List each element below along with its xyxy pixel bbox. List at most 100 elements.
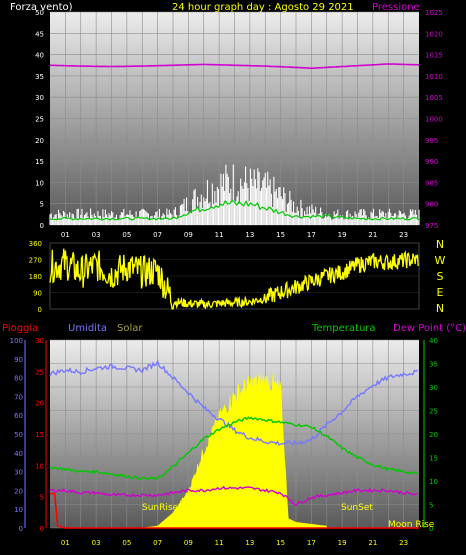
x-tick-label: 01	[61, 231, 70, 239]
data-marks	[49, 63, 420, 529]
temperature-tick-label: 20	[429, 431, 438, 439]
x-tick-label: 09	[184, 231, 193, 239]
direction-tick-label: 360	[29, 240, 42, 248]
pressure-tick-label: 975	[425, 222, 438, 230]
pressure-tick-label: 1015	[425, 52, 443, 60]
pressure-tick-label: 985	[425, 179, 438, 187]
humidity-tick-label: 40	[14, 450, 23, 458]
x-tick-label: 21	[368, 539, 377, 547]
wind-tick-label: 30	[35, 94, 44, 102]
humidity-tick-label: 60	[14, 412, 23, 420]
temperature-tick-label: 5	[429, 502, 433, 510]
wind-tick-label: 20	[35, 137, 44, 145]
pressure-tick-label: 1000	[425, 116, 443, 124]
x-tick-label: 05	[122, 539, 131, 547]
sunset-annotation: SunSet	[341, 503, 373, 513]
temperature-axis-title: Temperatura	[311, 323, 376, 334]
x-tick-label: 13	[245, 539, 254, 547]
compass-label: N	[436, 302, 444, 315]
temperature-tick-label: 10	[429, 478, 438, 486]
x-tick-label: 21	[368, 231, 377, 239]
axis-labels: 0510152025303540455097598098599099510001…	[10, 9, 446, 547]
direction-tick-label: 90	[33, 290, 42, 298]
x-tick-label: 17	[307, 231, 316, 239]
direction-tick-label: 180	[29, 273, 42, 281]
direction-tick-label: 270	[29, 257, 42, 265]
humidity-line	[49, 359, 418, 447]
rain-line	[50, 492, 419, 529]
direction-tick-label: 0	[38, 306, 42, 314]
temperature-tick-label: 25	[429, 408, 438, 416]
humidity-tick-label: 10	[14, 506, 23, 514]
x-tick-label: 03	[92, 539, 101, 547]
wind-tick-label: 45	[35, 30, 44, 38]
temperature-tick-label: 15	[429, 455, 438, 463]
compass-label: S	[437, 270, 444, 283]
rain-tick-label: 20	[35, 400, 44, 408]
pressure-tick-label: 1025	[425, 9, 443, 17]
x-tick-label: 13	[245, 231, 254, 239]
rain-axis-title: Pioggia	[2, 323, 38, 334]
pressure-line	[50, 63, 420, 70]
rain-tick-label: 15	[35, 431, 44, 439]
humidity-tick-label: 20	[14, 487, 23, 495]
dewpoint-line	[50, 485, 418, 507]
wind-direction-line	[49, 248, 419, 310]
pressure-tick-label: 980	[425, 201, 438, 209]
rain-tick-label: 30	[35, 337, 44, 345]
x-tick-label: 07	[153, 539, 162, 547]
rain-tick-label: 10	[35, 462, 44, 470]
humidity-tick-label: 90	[14, 356, 23, 364]
temperature-line	[49, 416, 418, 481]
temperature-tick-label: 35	[429, 361, 438, 369]
temperature-tick-label: 40	[429, 337, 438, 345]
humidity-tick-label: 80	[14, 375, 23, 383]
x-tick-label: 11	[215, 539, 224, 547]
rain-tick-label: 5	[40, 494, 44, 502]
rain-tick-label: 25	[35, 368, 44, 376]
x-tick-label: 19	[338, 539, 347, 547]
sunrise-annotation: SunRise	[142, 503, 179, 513]
humidity-tick-label: 0	[19, 525, 23, 533]
wind-axis-title: Forza vento)	[10, 2, 73, 13]
wind-tick-label: 5	[40, 201, 44, 209]
pressure-tick-label: 995	[425, 137, 438, 145]
temperature-tick-label: 0	[429, 525, 433, 533]
pressure-tick-label: 1005	[425, 94, 443, 102]
pressure-tick-label: 990	[425, 158, 438, 166]
humidity-axis-title: Umidita	[68, 323, 107, 334]
temperature-tick-label: 30	[429, 384, 438, 392]
x-tick-label: 03	[92, 231, 101, 239]
x-tick-label: 23	[399, 231, 408, 239]
humidity-tick-label: 70	[14, 393, 23, 401]
pressure-axis-title: Pressione	[372, 2, 420, 13]
x-tick-label: 23	[399, 539, 408, 547]
rain-tick-label: 0	[40, 525, 44, 533]
chart-title: 24 hour graph day : Agosto 29 2021	[172, 2, 354, 13]
compass-label: N	[436, 238, 444, 251]
x-tick-label: 05	[122, 231, 131, 239]
humidity-tick-label: 100	[10, 337, 23, 345]
dewpoint-axis-title: Dew Point (°C)	[393, 323, 466, 334]
x-tick-label: 11	[215, 231, 224, 239]
pressure-tick-label: 1010	[425, 73, 443, 81]
wind-tick-label: 40	[35, 52, 44, 60]
wind-tick-label: 15	[35, 158, 44, 166]
wind-tick-label: 35	[35, 73, 44, 81]
gust-line	[49, 199, 420, 221]
x-tick-label: 15	[276, 231, 285, 239]
wind-tick-label: 25	[35, 116, 44, 124]
wind-tick-label: 50	[35, 9, 44, 17]
x-tick-label: 07	[153, 231, 162, 239]
x-tick-label: 15	[276, 539, 285, 547]
x-tick-label: 19	[338, 231, 347, 239]
x-tick-label: 09	[184, 539, 193, 547]
x-tick-label: 17	[307, 539, 316, 547]
pressure-tick-label: 1020	[425, 30, 443, 38]
compass-label: W	[435, 254, 446, 267]
humidity-tick-label: 30	[14, 469, 23, 477]
humidity-tick-label: 50	[14, 431, 23, 439]
wind-tick-label: 10	[35, 179, 44, 187]
moonrise-annotation: Moon Rise	[388, 520, 435, 530]
